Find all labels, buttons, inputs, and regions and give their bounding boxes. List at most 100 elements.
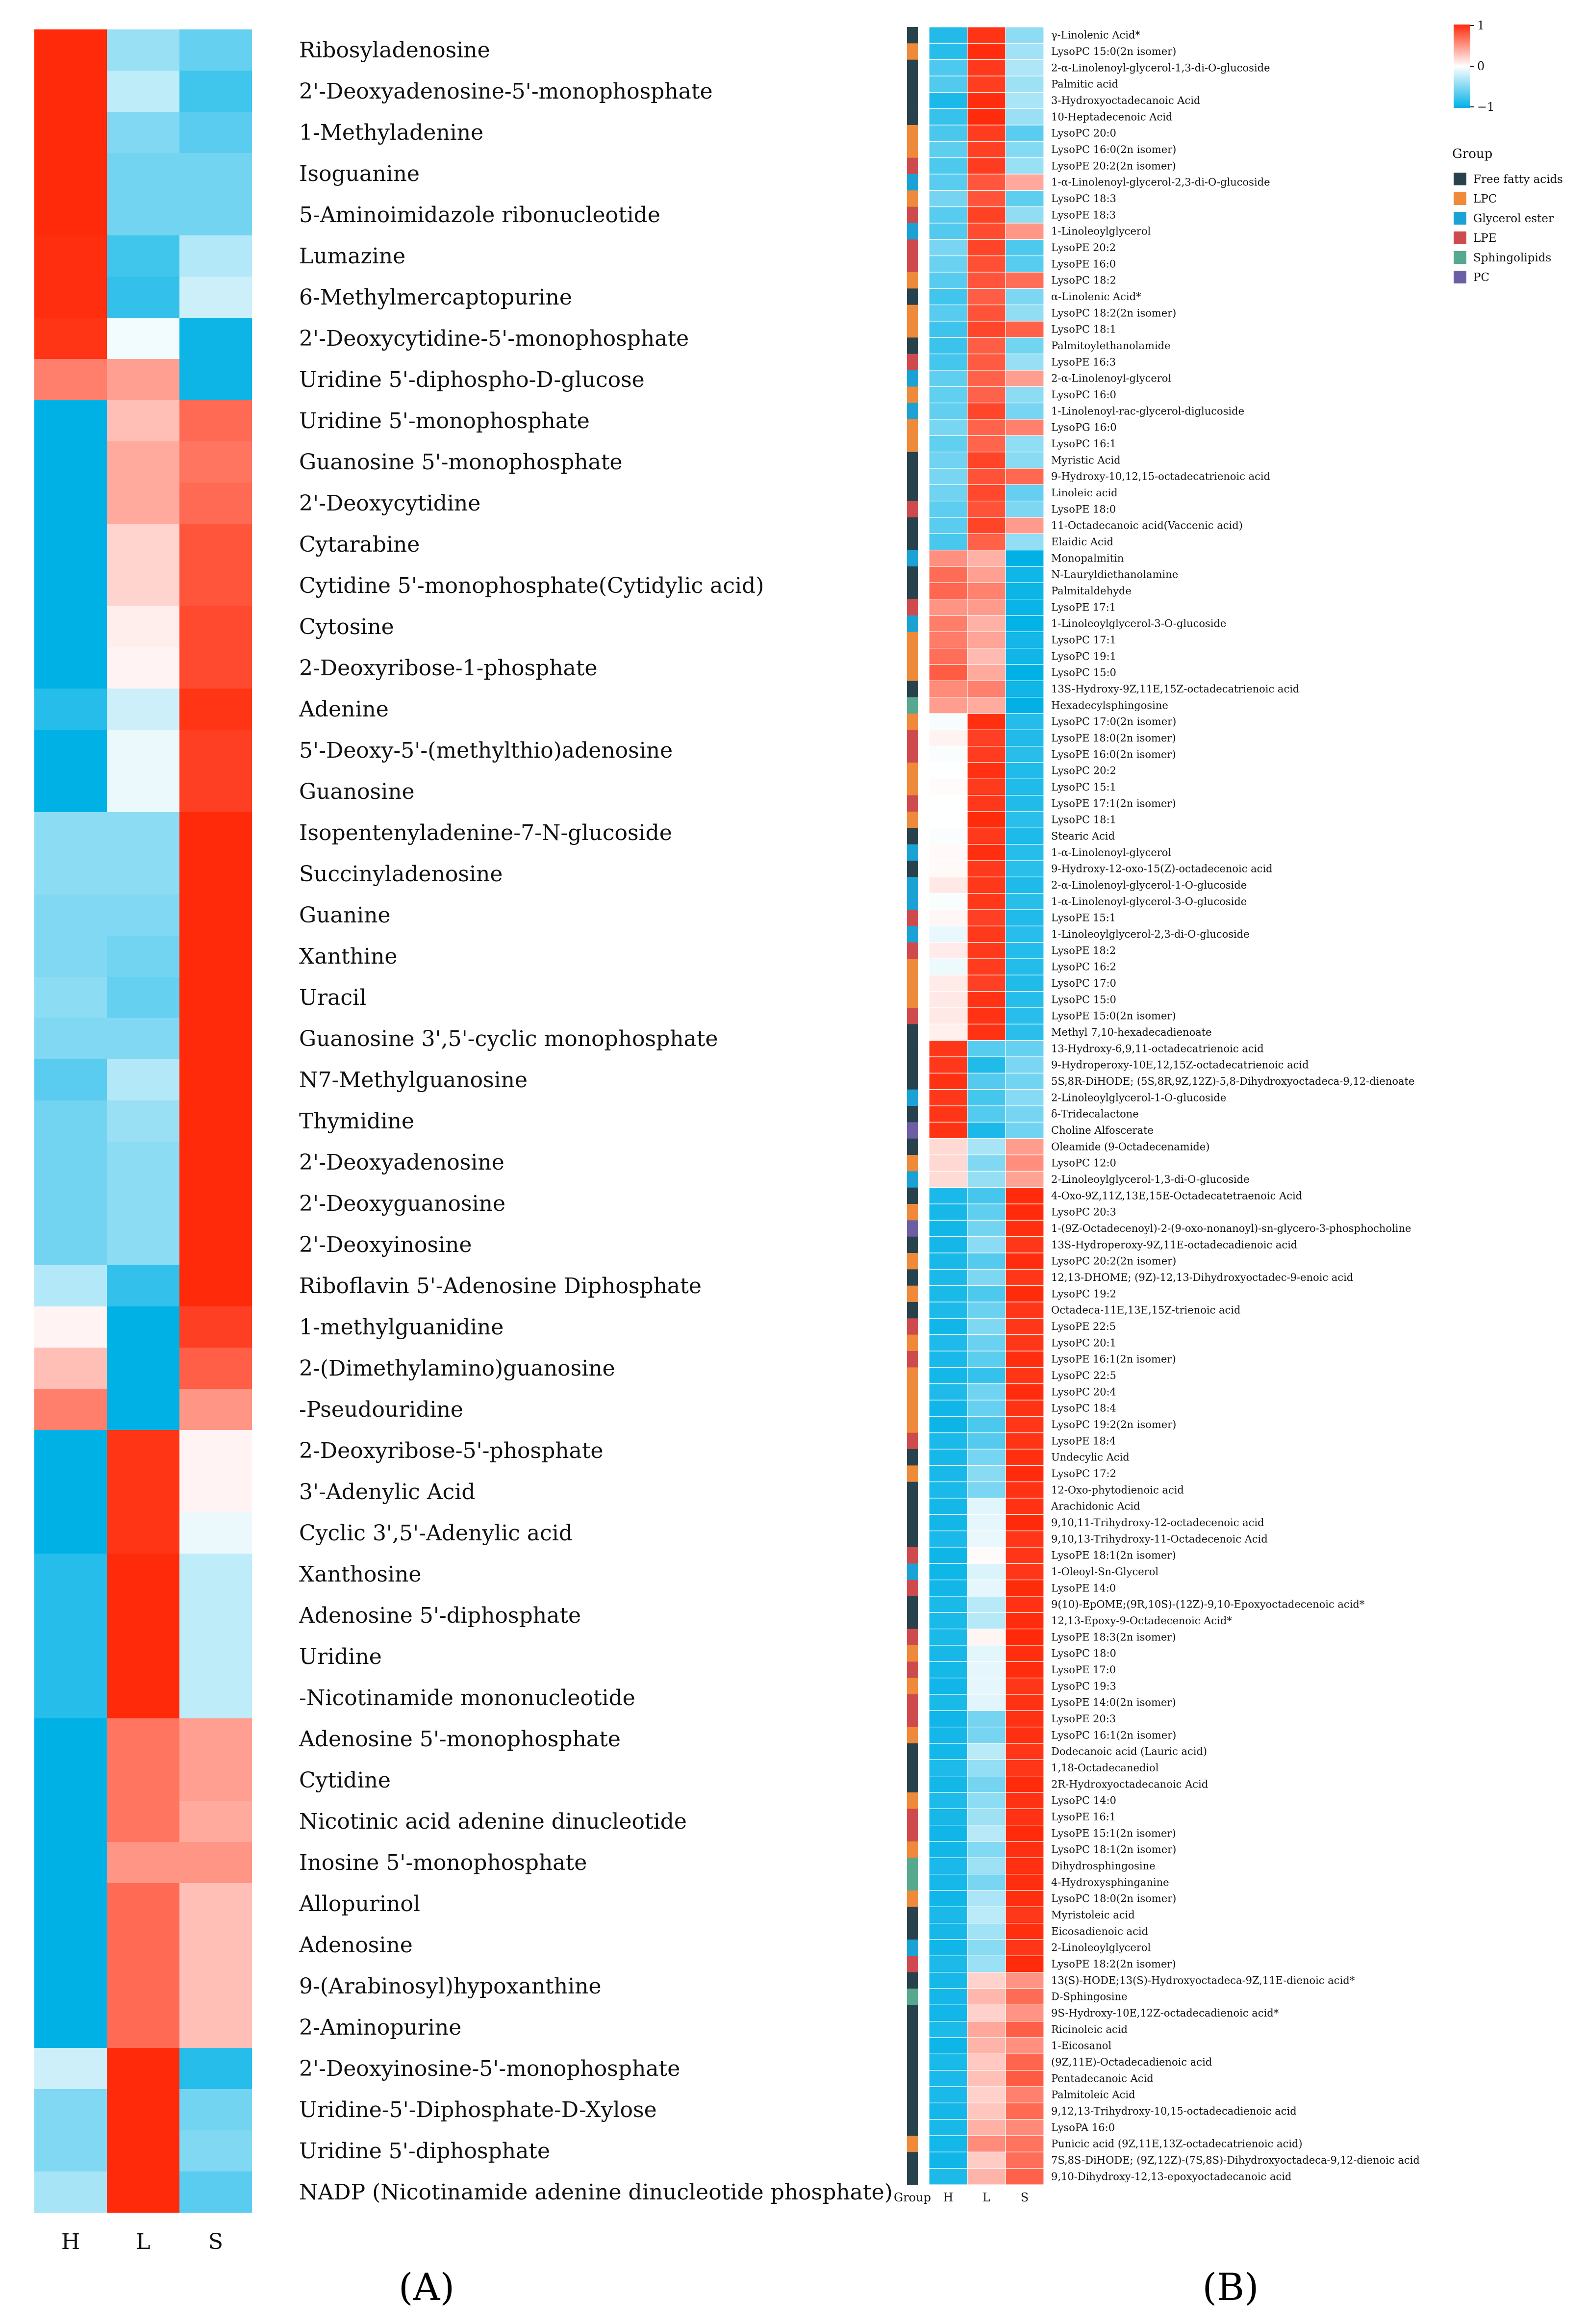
heatmap-a-row-label: Cytosine [299, 614, 394, 639]
heatmap-b-cell [967, 1743, 1006, 1760]
group-bar-cell [907, 1711, 918, 1727]
heatmap-b-cell [1005, 305, 1044, 322]
group-legend-swatch [1454, 251, 1466, 264]
heatmap-b-row-label: Linoleic acid [1051, 487, 1118, 499]
heatmap-b-row-label: Palmitoleic Acid [1051, 2089, 1135, 2101]
group-legend-label: Free fatty acids [1473, 173, 1563, 186]
heatmap-b-cell [967, 76, 1006, 93]
heatmap-b-cell [929, 1334, 968, 1352]
heatmap-a-row-label: N7-Methylguanosine [299, 1068, 528, 1093]
heatmap-b-cell [929, 190, 968, 207]
group-bar-cell [907, 419, 918, 436]
heatmap-b-row-label: LysoPE 20:3 [1051, 1713, 1116, 1725]
heatmap-b-cell [967, 1923, 1006, 1940]
heatmap-a-cell [179, 1389, 252, 1430]
heatmap-b-row-label: LysoPA 16:0 [1051, 2121, 1115, 2133]
heatmap-b-row-label: LysoPE 15:1 [1051, 912, 1116, 924]
heatmap-a-cell [34, 1636, 107, 1677]
heatmap-b-cell [967, 354, 1006, 371]
group-bar-cell [907, 1874, 918, 1891]
heatmap-a-cell [107, 1018, 179, 1059]
heatmap-a-row-label: Xanthine [299, 944, 397, 969]
heatmap-b-cell [967, 403, 1006, 420]
heatmap-b-cell [967, 1580, 1006, 1597]
heatmap-b-cell [929, 1808, 968, 1826]
heatmap-b-cell [929, 697, 968, 714]
heatmap-b-cell [929, 1187, 968, 1204]
heatmap-b-row-label: LysoPE 20:2(2n isomer) [1051, 160, 1176, 172]
heatmap-b-row-label: 13(S)-HODE;13(S)-Hydroxyoctadeca-9Z,11E-… [1051, 1974, 1355, 1986]
group-bar-cell [907, 1204, 918, 1221]
heatmap-b-cell [1005, 2070, 1044, 2087]
heatmap-a-row-label: 2'-Deoxyadenosine [299, 1150, 504, 1175]
colorbar-tick-label: 1 [1477, 19, 1485, 32]
heatmap-a-cell [34, 71, 107, 112]
heatmap-b-row-label: Stearic Acid [1051, 830, 1115, 842]
legend-panel-b: 1 0 −1 Group Free fatty acids LPC Glycerol est… [1452, 19, 1563, 284]
heatmap-b-row-label: LysoPC 19:1 [1051, 650, 1116, 662]
heatmap-a-cell [179, 1801, 252, 1842]
heatmap-b-cell [1005, 2135, 1044, 2152]
heatmap-b-cell [929, 827, 968, 845]
heatmap-a-row-label: Adenosine [299, 1933, 413, 1958]
heatmap-b-cell [967, 141, 1006, 158]
heatmap-a-cell [34, 1059, 107, 1100]
heatmap-b-cell [929, 1007, 968, 1024]
heatmap-b-cell [967, 174, 1006, 191]
heatmap-a-cell [34, 235, 107, 277]
heatmap-b-cell [929, 1449, 968, 1466]
heatmap-b-row-label: LysoPC 17:1 [1051, 634, 1116, 646]
heatmap-b-cell [929, 648, 968, 665]
heatmap-a-row-label: 6-Methylmercaptopurine [299, 285, 572, 310]
heatmap-b-cell [929, 1465, 968, 1482]
group-bar-cell [907, 697, 918, 714]
heatmap-b-cell [1005, 1269, 1044, 1286]
heatmap-b-cell [967, 2070, 1006, 2087]
heatmap-a-cell [34, 2089, 107, 2130]
heatmap-b-cell [967, 1645, 1006, 1662]
heatmap-b-cell [967, 1089, 1006, 1106]
heatmap-b-row-label: LysoPE 14:0 [1051, 1582, 1116, 1594]
heatmap-b-cell [967, 1187, 1006, 1204]
heatmap-a-cell [34, 1018, 107, 1059]
heatmap-a-cell [107, 277, 179, 318]
heatmap-b-cell [1005, 680, 1044, 698]
group-bar-cell [907, 2168, 918, 2185]
heatmap-b-cell [929, 386, 968, 404]
heatmap-b-cell [967, 1269, 1006, 1286]
heatmap-b-cell [1005, 1514, 1044, 1532]
heatmap-b-cell [929, 664, 968, 681]
heatmap-b-cell [1005, 1056, 1044, 1073]
heatmap-b-cell [929, 1874, 968, 1891]
heatmap-b-cell [967, 43, 1006, 60]
group-bar-cell [907, 1481, 918, 1499]
heatmap-b-cell [967, 827, 1006, 845]
heatmap-a-row-label: Ribosyladenosine [299, 38, 490, 63]
heatmap-b-cell [929, 1089, 968, 1106]
group-bar-cell [907, 1972, 918, 1989]
heatmap-b-cell [1005, 1661, 1044, 1679]
heatmap-b-cell [929, 1154, 968, 1172]
heatmap-a-row-label: -Pseudouridine [299, 1397, 463, 1422]
heatmap-b-cell [929, 876, 968, 894]
heatmap-b-cell [929, 174, 968, 191]
heatmap-a-row-label: NADP (Nicotinamide adenine dinucleotide … [299, 2180, 893, 2205]
heatmap-a-cell [34, 1224, 107, 1265]
group-bar-cell [907, 108, 918, 126]
heatmap-b-cell [967, 876, 1006, 894]
heatmap-b-cell [967, 1040, 1006, 1057]
heatmap-b-row-label: LysoPE 17:1 [1051, 601, 1116, 613]
heatmap-a-row-label: Cytidine [299, 1768, 391, 1793]
heatmap-b-cell [1005, 174, 1044, 191]
heatmap-b-cell [929, 893, 968, 910]
heatmap-b-cell [929, 713, 968, 730]
heatmap-b-cell [967, 59, 1006, 77]
heatmap-b-cell [929, 615, 968, 632]
heatmap-a-cell [179, 565, 252, 606]
heatmap-b-cell [1005, 942, 1044, 959]
group-bar-cell [907, 1858, 918, 1874]
heatmap-b-row-label: 9,12,13-Trihydroxy-10,15-octadecadienoic… [1051, 2105, 1297, 2117]
heatmap-b-cell [929, 1122, 968, 1139]
heatmap-a-cell [179, 153, 252, 194]
heatmap-a-cell [179, 2171, 252, 2213]
